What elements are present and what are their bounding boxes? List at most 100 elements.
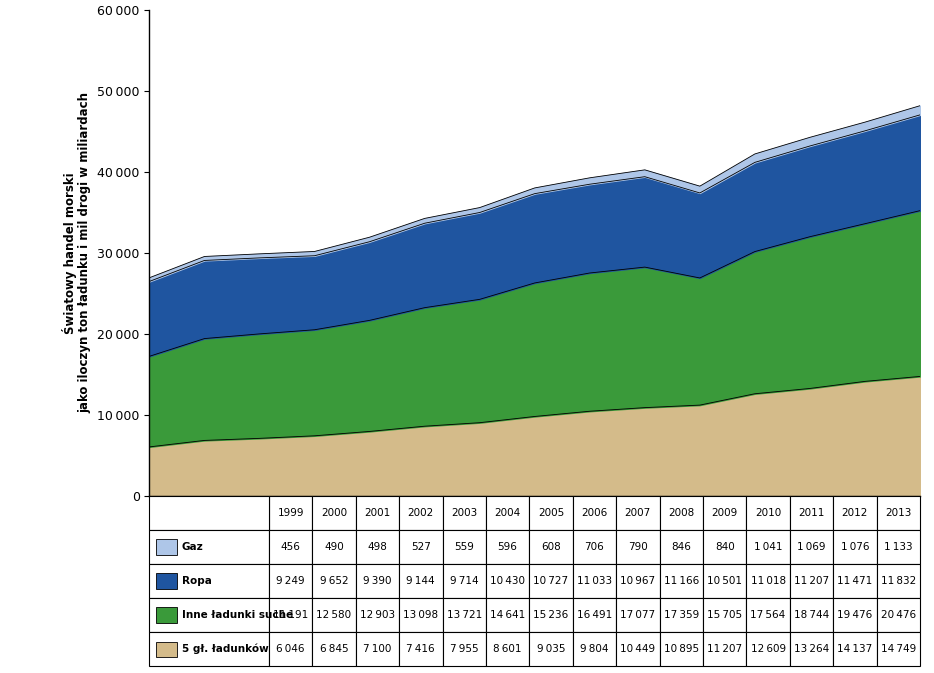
FancyBboxPatch shape: [149, 564, 269, 598]
FancyBboxPatch shape: [356, 496, 399, 530]
FancyBboxPatch shape: [703, 496, 746, 530]
Text: 527: 527: [411, 542, 431, 552]
Text: 8 601: 8 601: [493, 644, 522, 654]
Text: 846: 846: [672, 542, 691, 552]
Text: 456: 456: [280, 542, 301, 552]
Text: 2009: 2009: [712, 508, 738, 518]
Text: 1 069: 1 069: [798, 542, 826, 552]
FancyBboxPatch shape: [269, 564, 312, 598]
FancyBboxPatch shape: [573, 564, 616, 598]
Text: 840: 840: [715, 542, 734, 552]
FancyBboxPatch shape: [269, 632, 312, 666]
Text: 5 gł. ładunków: 5 gł. ładunków: [182, 644, 269, 654]
Text: 12 903: 12 903: [360, 610, 395, 620]
FancyBboxPatch shape: [530, 564, 573, 598]
Text: 11 832: 11 832: [881, 576, 916, 586]
FancyBboxPatch shape: [877, 598, 920, 632]
Text: 11 166: 11 166: [664, 576, 699, 586]
FancyBboxPatch shape: [659, 598, 703, 632]
Text: 14 641: 14 641: [490, 610, 525, 620]
FancyBboxPatch shape: [149, 632, 269, 666]
Text: 6 845: 6 845: [319, 644, 348, 654]
Text: 17 077: 17 077: [620, 610, 656, 620]
Text: Inne ładunki suche: Inne ładunki suche: [182, 610, 293, 620]
FancyBboxPatch shape: [312, 530, 356, 564]
FancyBboxPatch shape: [790, 530, 833, 564]
Bar: [156, 573, 177, 589]
FancyBboxPatch shape: [530, 530, 573, 564]
FancyBboxPatch shape: [616, 564, 659, 598]
FancyBboxPatch shape: [703, 530, 746, 564]
Text: 498: 498: [367, 542, 388, 552]
FancyBboxPatch shape: [833, 564, 877, 598]
FancyBboxPatch shape: [703, 632, 746, 666]
Text: 6 046: 6 046: [276, 644, 304, 654]
Text: 11 033: 11 033: [577, 576, 612, 586]
FancyBboxPatch shape: [149, 496, 269, 530]
FancyBboxPatch shape: [269, 530, 312, 564]
Text: 20 476: 20 476: [881, 610, 916, 620]
FancyBboxPatch shape: [616, 530, 659, 564]
FancyBboxPatch shape: [616, 598, 659, 632]
Text: 596: 596: [498, 542, 517, 552]
FancyBboxPatch shape: [149, 530, 269, 564]
Text: 608: 608: [541, 542, 561, 552]
Bar: [156, 641, 177, 657]
Text: Ropa: Ropa: [182, 576, 212, 586]
FancyBboxPatch shape: [486, 632, 530, 666]
FancyBboxPatch shape: [443, 632, 486, 666]
Text: 2006: 2006: [581, 508, 607, 518]
FancyBboxPatch shape: [746, 598, 790, 632]
FancyBboxPatch shape: [833, 598, 877, 632]
Text: 2000: 2000: [321, 508, 347, 518]
FancyBboxPatch shape: [790, 632, 833, 666]
Text: 1 041: 1 041: [754, 542, 783, 552]
FancyBboxPatch shape: [877, 530, 920, 564]
Text: 11 018: 11 018: [751, 576, 785, 586]
Text: 15 705: 15 705: [707, 610, 743, 620]
Text: 10 727: 10 727: [533, 576, 569, 586]
FancyBboxPatch shape: [573, 530, 616, 564]
FancyBboxPatch shape: [659, 530, 703, 564]
FancyBboxPatch shape: [703, 598, 746, 632]
Y-axis label: Światowy handel morski
jako iloczyn ton ładunku i mil drogi w miliardach: Światowy handel morski jako iloczyn ton …: [62, 92, 92, 413]
FancyBboxPatch shape: [573, 598, 616, 632]
FancyBboxPatch shape: [530, 496, 573, 530]
Text: 2008: 2008: [668, 508, 694, 518]
FancyBboxPatch shape: [616, 632, 659, 666]
Text: 10 967: 10 967: [620, 576, 656, 586]
Text: 11 471: 11 471: [837, 576, 872, 586]
Text: 2011: 2011: [799, 508, 825, 518]
FancyBboxPatch shape: [356, 598, 399, 632]
FancyBboxPatch shape: [703, 564, 746, 598]
Text: 1 133: 1 133: [884, 542, 913, 552]
FancyBboxPatch shape: [486, 564, 530, 598]
Text: 11 191: 11 191: [273, 610, 308, 620]
Text: 17 359: 17 359: [664, 610, 699, 620]
Text: 13 264: 13 264: [794, 644, 829, 654]
Text: 2003: 2003: [451, 508, 477, 518]
FancyBboxPatch shape: [790, 564, 833, 598]
FancyBboxPatch shape: [746, 632, 790, 666]
FancyBboxPatch shape: [486, 496, 530, 530]
FancyBboxPatch shape: [659, 496, 703, 530]
Bar: [156, 608, 177, 623]
Text: 2004: 2004: [494, 508, 521, 518]
FancyBboxPatch shape: [746, 530, 790, 564]
Text: 9 804: 9 804: [580, 644, 609, 654]
FancyBboxPatch shape: [877, 496, 920, 530]
Text: 15 236: 15 236: [533, 610, 569, 620]
Bar: [156, 539, 177, 555]
FancyBboxPatch shape: [659, 564, 703, 598]
FancyBboxPatch shape: [356, 530, 399, 564]
Text: 14 137: 14 137: [837, 644, 872, 654]
Text: 2007: 2007: [625, 508, 651, 518]
Text: 13 721: 13 721: [446, 610, 482, 620]
Text: 9 714: 9 714: [450, 576, 478, 586]
Text: 2012: 2012: [842, 508, 868, 518]
FancyBboxPatch shape: [486, 598, 530, 632]
FancyBboxPatch shape: [443, 564, 486, 598]
Text: 1 076: 1 076: [841, 542, 870, 552]
FancyBboxPatch shape: [877, 564, 920, 598]
Text: 2002: 2002: [407, 508, 434, 518]
